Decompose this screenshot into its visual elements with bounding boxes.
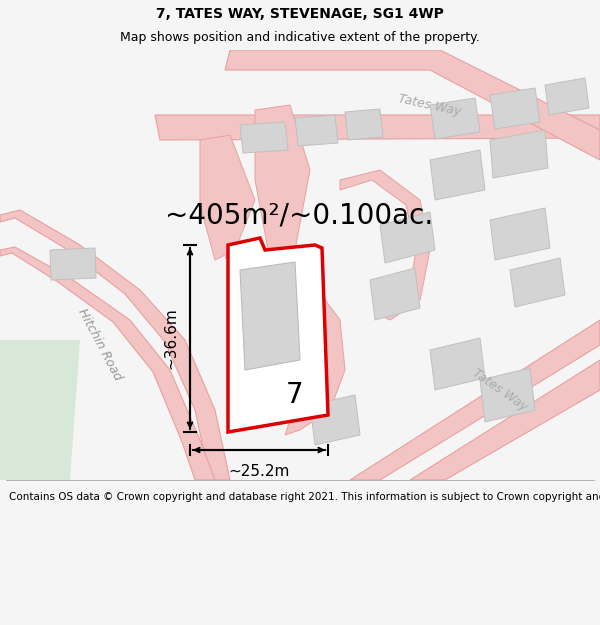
Polygon shape xyxy=(340,170,430,320)
Text: ~36.6m: ~36.6m xyxy=(163,308,178,369)
Polygon shape xyxy=(380,212,435,263)
Polygon shape xyxy=(430,98,480,139)
Polygon shape xyxy=(345,109,383,140)
Polygon shape xyxy=(0,247,215,480)
Polygon shape xyxy=(50,248,96,280)
Text: Hitchin Road: Hitchin Road xyxy=(76,307,124,383)
Polygon shape xyxy=(490,88,540,129)
Text: ~405m²/~0.100ac.: ~405m²/~0.100ac. xyxy=(165,201,433,229)
Polygon shape xyxy=(410,360,600,480)
Polygon shape xyxy=(225,250,345,435)
Polygon shape xyxy=(310,395,360,445)
Text: 7: 7 xyxy=(286,381,304,409)
Polygon shape xyxy=(370,268,420,320)
Text: ~25.2m: ~25.2m xyxy=(229,464,290,479)
Polygon shape xyxy=(430,338,485,390)
Polygon shape xyxy=(545,78,589,115)
Polygon shape xyxy=(490,130,548,178)
Polygon shape xyxy=(295,115,338,146)
Polygon shape xyxy=(155,115,600,140)
Polygon shape xyxy=(255,105,310,260)
Polygon shape xyxy=(240,262,300,370)
Polygon shape xyxy=(510,258,565,307)
Polygon shape xyxy=(490,208,550,260)
Text: Contains OS data © Crown copyright and database right 2021. This information is : Contains OS data © Crown copyright and d… xyxy=(9,492,600,502)
Text: Map shows position and indicative extent of the property.: Map shows position and indicative extent… xyxy=(120,31,480,44)
Polygon shape xyxy=(0,210,230,480)
Text: 7, TATES WAY, STEVENAGE, SG1 4WP: 7, TATES WAY, STEVENAGE, SG1 4WP xyxy=(156,7,444,21)
Polygon shape xyxy=(228,238,328,432)
Polygon shape xyxy=(240,122,288,153)
Text: Tates Way: Tates Way xyxy=(470,366,530,414)
Polygon shape xyxy=(350,320,600,480)
Polygon shape xyxy=(480,368,535,422)
Polygon shape xyxy=(200,135,255,260)
Polygon shape xyxy=(430,150,485,200)
Polygon shape xyxy=(225,50,600,160)
Text: Tates Way: Tates Way xyxy=(397,92,463,118)
Polygon shape xyxy=(0,340,80,480)
